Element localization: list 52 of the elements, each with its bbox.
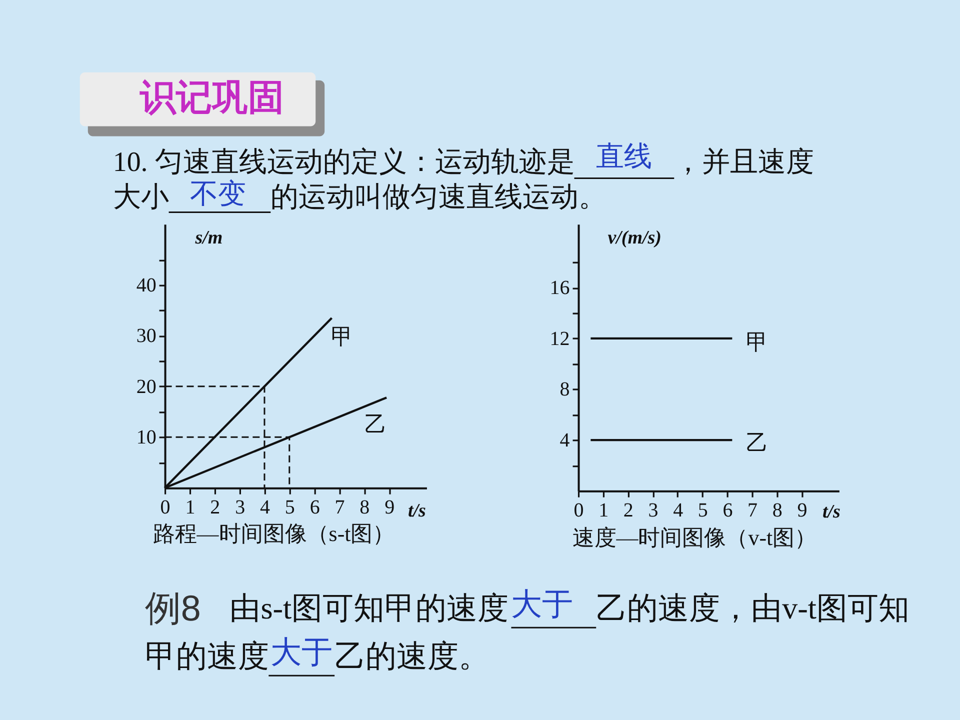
x-tick-label: 2: [210, 496, 220, 518]
x-tick-label: 1: [185, 496, 196, 518]
x-tick-label: 5: [284, 496, 295, 518]
x-tick-label: 4: [673, 499, 684, 522]
text: 直线: [596, 141, 652, 172]
y-axis-title: v/(m/s): [608, 228, 662, 249]
x-tick-label: 3: [235, 496, 246, 518]
text: 大于: [270, 634, 333, 670]
y-tick-label: 12: [550, 328, 570, 350]
text: 识记巩固: [138, 77, 284, 118]
x-tick-label: 5: [698, 499, 708, 522]
x-tick-label: 7: [748, 499, 758, 522]
text: 甲的速度: [144, 638, 269, 674]
y-axis-title: s/m: [194, 228, 223, 249]
text: 乙的速度，由v-t图可知: [596, 590, 910, 626]
text: 大小: [112, 182, 169, 214]
y-tick-label: 20: [136, 376, 156, 398]
y-tick-label: 8: [560, 378, 570, 401]
x-tick-label: 6: [310, 496, 320, 518]
x-tick-label: 1: [598, 499, 609, 522]
y-tick-label: 10: [136, 426, 156, 449]
x-tick-label: 4: [260, 496, 270, 518]
text: 大于: [511, 586, 574, 622]
text: 路程—时间图像（s-t图）: [152, 520, 395, 546]
text: 不变: [190, 179, 246, 210]
text: 速度—时间图像（v-t图）: [572, 524, 817, 550]
text: 10. 匀速直线运动的定义：运动轨迹是: [112, 147, 575, 178]
x-axis-title: t/s: [408, 500, 426, 522]
y-tick-label: 16: [550, 277, 570, 300]
x-tick-label: 8: [360, 496, 370, 518]
text: ，并且速度: [674, 147, 814, 178]
text: 例8: [144, 588, 201, 629]
x-tick-label: 7: [334, 496, 345, 518]
x-tick-label: 8: [772, 499, 782, 522]
x-tick-label: 9: [384, 496, 395, 518]
y-tick-label: 40: [136, 274, 156, 297]
x-tick-label: 2: [623, 499, 634, 522]
text: 乙的速度。: [334, 638, 490, 674]
series-label: 乙: [746, 430, 768, 456]
series-label: 甲: [330, 324, 353, 349]
series-label: 甲: [746, 329, 768, 354]
y-tick-label: 30: [136, 325, 156, 348]
x-tick-label: 0: [574, 499, 584, 522]
series-label: 乙: [364, 412, 387, 437]
x-tick-label: 6: [722, 499, 733, 522]
x-axis-title: t/s: [822, 501, 840, 522]
text: 的运动叫做匀速直线运动。: [270, 182, 607, 214]
x-tick-label: 3: [648, 499, 658, 522]
y-tick-label: 4: [560, 430, 570, 452]
text: 由s-t图可知甲的速度: [230, 590, 509, 626]
x-tick-label: 0: [160, 496, 170, 518]
x-tick-label: 9: [797, 499, 808, 522]
